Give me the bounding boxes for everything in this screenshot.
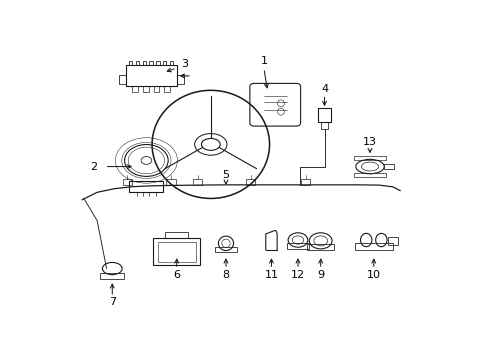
Bar bbox=[307, 244, 333, 250]
Text: 13: 13 bbox=[362, 136, 376, 147]
Bar bbox=[166, 179, 175, 185]
Bar bbox=[353, 156, 385, 159]
Bar bbox=[153, 86, 159, 92]
Bar bbox=[158, 242, 195, 262]
Text: 4: 4 bbox=[320, 84, 327, 94]
Bar bbox=[387, 237, 397, 245]
Text: 11: 11 bbox=[264, 270, 278, 280]
Bar bbox=[129, 181, 163, 192]
Bar bbox=[142, 61, 146, 66]
Text: 3: 3 bbox=[181, 59, 187, 69]
Bar bbox=[176, 75, 183, 84]
Bar bbox=[122, 179, 132, 185]
Bar bbox=[169, 61, 173, 66]
Bar bbox=[163, 61, 166, 66]
Text: 10: 10 bbox=[366, 270, 380, 280]
Bar bbox=[301, 179, 309, 185]
Bar bbox=[100, 273, 124, 279]
Bar bbox=[354, 243, 392, 250]
Text: 7: 7 bbox=[108, 297, 116, 307]
Bar bbox=[165, 232, 188, 238]
Bar bbox=[156, 61, 159, 66]
Bar bbox=[132, 86, 138, 92]
Text: 2: 2 bbox=[90, 162, 97, 172]
Bar bbox=[353, 174, 385, 177]
Bar bbox=[215, 247, 236, 252]
Text: 1: 1 bbox=[260, 56, 267, 66]
Bar bbox=[119, 75, 125, 84]
Text: 6: 6 bbox=[173, 270, 180, 280]
Bar bbox=[320, 122, 327, 129]
Bar bbox=[193, 179, 202, 185]
Text: 5: 5 bbox=[222, 170, 229, 180]
Bar bbox=[286, 243, 309, 249]
Text: 12: 12 bbox=[290, 270, 305, 280]
Text: 9: 9 bbox=[317, 270, 324, 280]
Bar bbox=[245, 179, 255, 185]
Bar bbox=[125, 66, 176, 86]
Bar bbox=[153, 238, 200, 265]
Bar bbox=[317, 108, 331, 122]
Bar bbox=[164, 86, 169, 92]
Text: 8: 8 bbox=[222, 270, 229, 280]
Bar bbox=[129, 61, 132, 66]
Bar bbox=[142, 86, 148, 92]
Bar bbox=[136, 61, 139, 66]
Bar bbox=[384, 164, 393, 169]
Bar bbox=[149, 61, 153, 66]
